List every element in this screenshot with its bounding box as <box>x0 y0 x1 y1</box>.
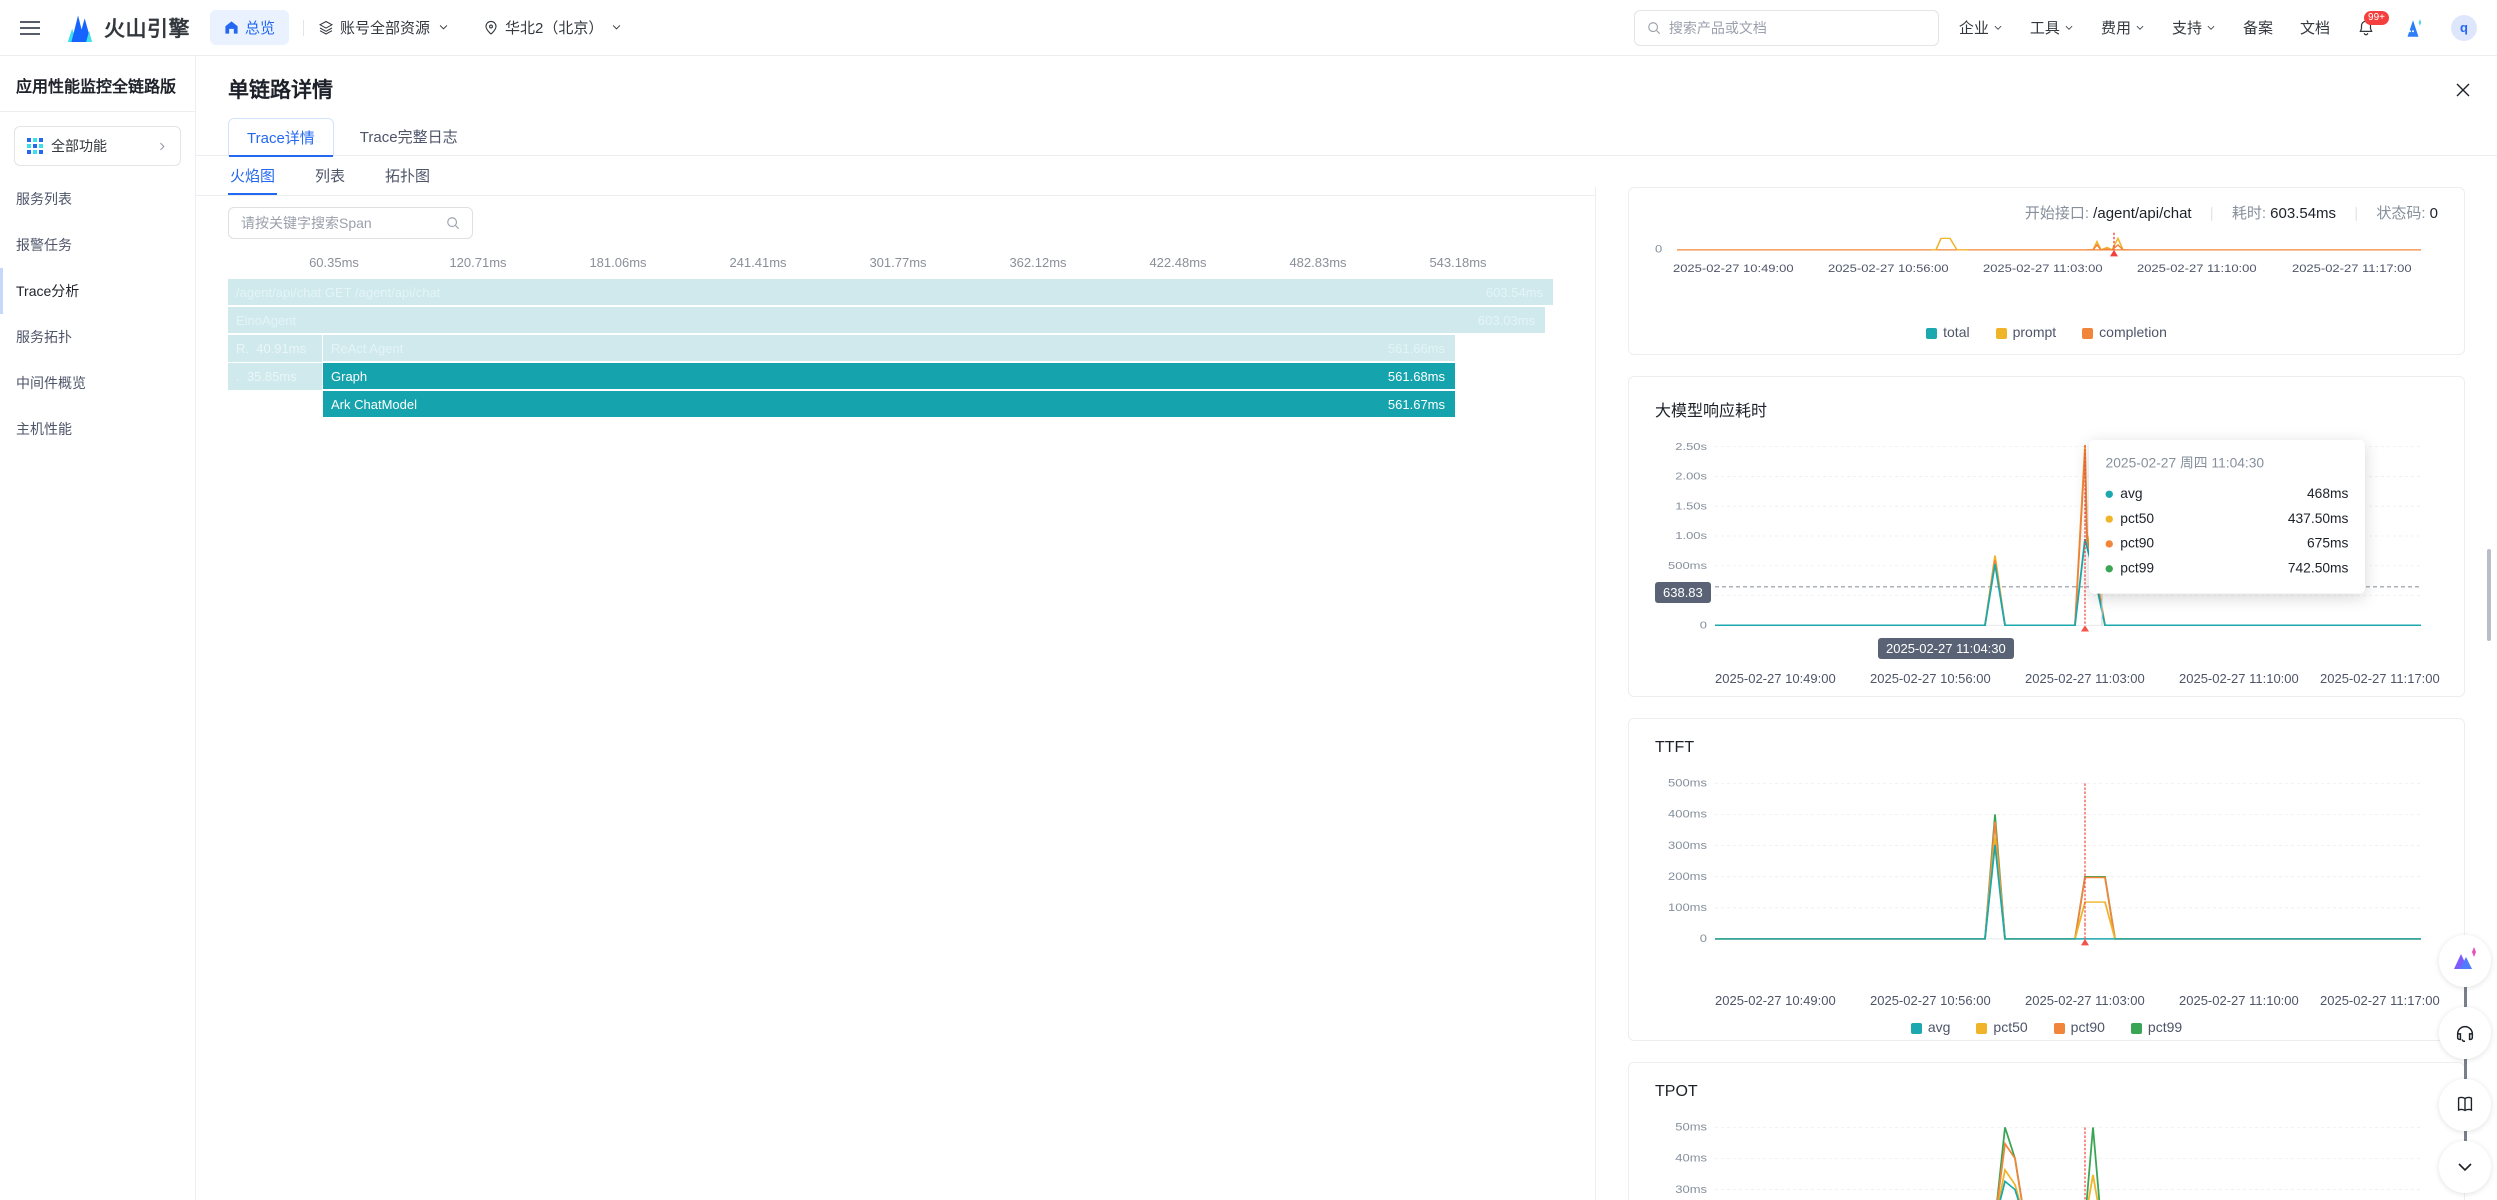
svg-text:30ms: 30ms <box>1675 1183 1707 1196</box>
svg-text:1.00s: 1.00s <box>1675 530 1707 541</box>
svg-text:2.50s: 2.50s <box>1675 441 1707 452</box>
svg-text:0: 0 <box>1700 932 1708 945</box>
svg-text:300ms: 300ms <box>1668 839 1707 852</box>
svg-text:0: 0 <box>1655 242 1663 255</box>
svg-text:500ms: 500ms <box>1668 560 1707 571</box>
svg-text:400ms: 400ms <box>1668 808 1707 821</box>
svg-text:1.50s: 1.50s <box>1675 501 1707 512</box>
svg-text:50ms: 50ms <box>1675 1121 1707 1134</box>
svg-text:40ms: 40ms <box>1675 1152 1707 1165</box>
svg-text:200ms: 200ms <box>1668 870 1707 883</box>
svg-text:2.00s: 2.00s <box>1675 471 1707 482</box>
svg-text:2025-02-27 10:56:00: 2025-02-27 10:56:00 <box>1828 262 1949 275</box>
svg-text:2025-02-27 11:10:00: 2025-02-27 11:10:00 <box>2137 262 2257 275</box>
svg-text:2025-02-27 10:49:00: 2025-02-27 10:49:00 <box>1673 262 1794 275</box>
svg-text:500ms: 500ms <box>1668 777 1707 790</box>
svg-text:2025-02-27 11:03:00: 2025-02-27 11:03:00 <box>1983 262 2103 275</box>
svg-text:0: 0 <box>1700 620 1708 631</box>
svg-text:2025-02-27 11:17:00: 2025-02-27 11:17:00 <box>2292 262 2412 275</box>
svg-text:100ms: 100ms <box>1668 901 1707 914</box>
